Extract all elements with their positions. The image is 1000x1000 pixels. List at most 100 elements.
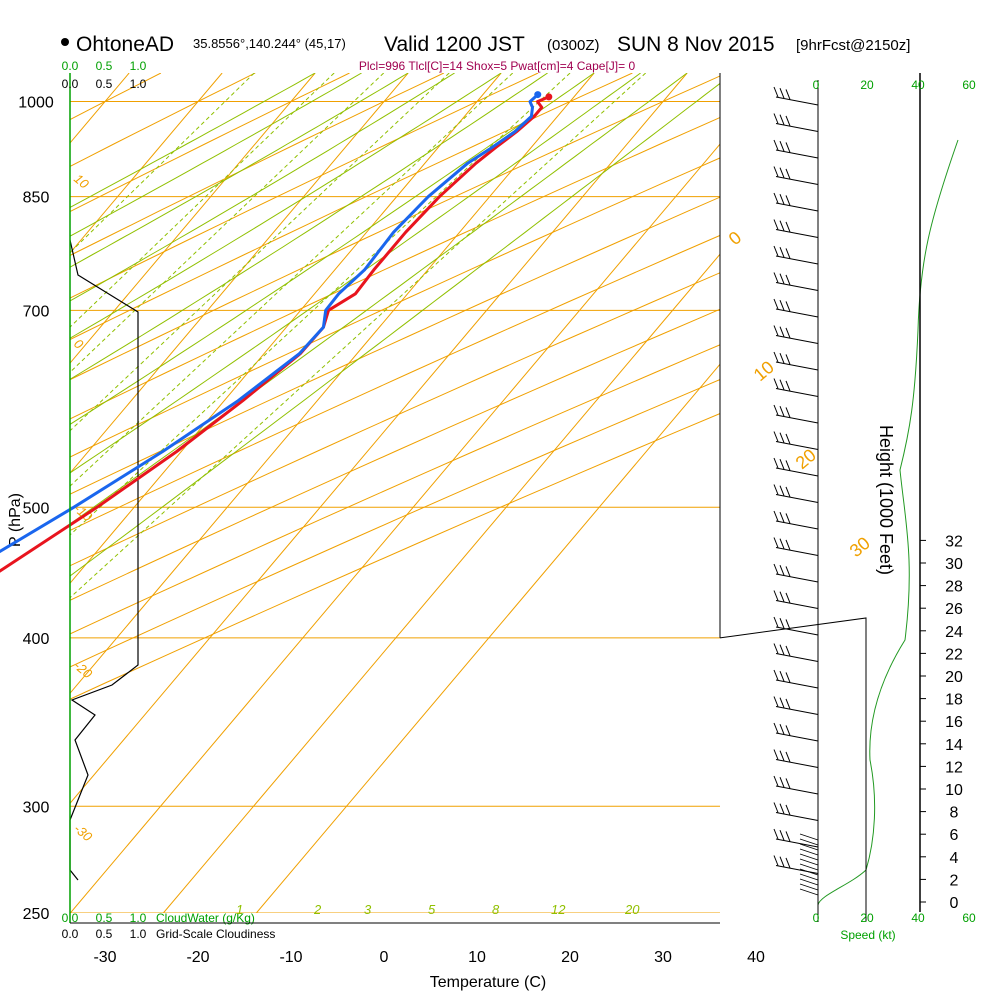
wind-barb-flag (779, 432, 785, 443)
wind-barb-flag (773, 192, 779, 204)
wind-barb-flag (773, 272, 779, 283)
wind-barb-staff (775, 467, 819, 477)
wind-barb-flag (773, 298, 779, 310)
mixing-ratio-label: 8 (492, 902, 500, 917)
speed-tick-top: 20 (860, 78, 874, 92)
wind-barb-flag (779, 803, 785, 814)
wind-barb-flag (785, 221, 791, 233)
wind-barb-flag (779, 697, 785, 708)
wind-barb-low (799, 843, 819, 851)
wind-barb-staff (775, 865, 819, 874)
wind-barb-flag (779, 830, 785, 841)
wind-barb-flag (779, 565, 785, 576)
wind-barb-flag (785, 672, 791, 683)
wind-barb-flag (773, 86, 779, 98)
wind-barb-low (799, 853, 819, 861)
isotherm-line (70, 73, 316, 364)
moist-adiabat (70, 73, 688, 525)
wind-barb-flag (779, 88, 785, 99)
wind-barb-low (799, 858, 819, 866)
wind-barb-staff (775, 732, 819, 742)
isotherm-label: 30 (846, 533, 874, 561)
dry-adiabat (70, 308, 720, 601)
wind-barb-flag (785, 380, 791, 392)
isotherm-line (70, 73, 595, 695)
wind-barb-low (799, 888, 819, 896)
height-tick-label: 24 (945, 624, 963, 641)
height-tick-label: 28 (945, 579, 963, 596)
cloudiness-tick-top: 0.0 (62, 77, 79, 91)
stability-indices: Plcl=996 Tlcl[C]=14 Shox=5 Pwat[cm]=4 Ca… (359, 59, 636, 73)
y-tick-label: 1000 (18, 95, 54, 112)
dry-adiabat (70, 73, 633, 341)
wind-barb (773, 298, 819, 318)
wind-barb (773, 351, 819, 371)
wind-barb-flag (779, 459, 785, 470)
wind-barb (773, 722, 819, 742)
wind-barb-flag (785, 301, 791, 312)
speed-axis-label: Speed (kt) (840, 928, 895, 942)
dry-adiabat (70, 196, 720, 495)
axes: -30 -20 -10 0 10 20 30 402503004005007008501000… (18, 59, 976, 966)
dry-adiabat-label: 10 (71, 171, 92, 192)
height-axis-label: Height (1000 Feet) (876, 425, 896, 575)
dry-adiabat (70, 344, 720, 635)
wind-barb (773, 802, 819, 821)
wind-barb-flag (779, 273, 785, 284)
wind-barb-flag (779, 326, 785, 337)
wind-barb-flag (785, 513, 791, 524)
height-tick-label: 8 (950, 805, 959, 822)
moist-adiabat (70, 73, 362, 237)
height-tick-label: 26 (945, 601, 963, 618)
wind-barb-flag (779, 220, 785, 231)
wind-barb-flag (785, 274, 791, 286)
moist-adiabat (70, 73, 409, 268)
x-tick-label: 10 (468, 949, 486, 966)
cloudiness-tick-bottom: 1.0 (130, 927, 147, 941)
wind-barb-flag (773, 643, 779, 654)
wind-barb (773, 563, 819, 583)
dry-adiabat (70, 157, 720, 458)
wind-barb-flag (773, 484, 779, 495)
wind-barb-flag (773, 749, 779, 760)
wind-barb-staff (775, 706, 819, 715)
wind-barb-flag (773, 563, 779, 575)
wind-barb-staff (775, 785, 819, 795)
moist-adiabat (70, 73, 548, 380)
wind-barb-staff (775, 149, 819, 159)
cloudwater-label: CloudWater (g/Kg) (156, 911, 255, 925)
wind-barb-staff (775, 812, 819, 821)
wind-barb-staff (775, 335, 819, 344)
dry-adiabat (70, 412, 720, 700)
wind-barb (773, 245, 819, 265)
cloudwater-tick-top: 0.5 (96, 59, 113, 73)
valid-date: SUN 8 Nov 2015 (617, 33, 775, 56)
wind-barb (773, 378, 819, 397)
wind-barb (773, 510, 819, 530)
wind-barb (773, 537, 819, 556)
cloudiness-label: Grid-Scale Cloudiness (156, 927, 275, 941)
wind-barb-flag (779, 114, 785, 125)
isotherm-line (70, 73, 130, 144)
wind-barb-staff (775, 229, 819, 238)
cloudiness-panel (69, 139, 959, 906)
wind-barb-flag (779, 777, 785, 788)
wind-barbs (773, 86, 819, 896)
speed-tick-bottom: 20 (860, 911, 874, 925)
tropo-frame-line (719, 617, 867, 921)
cloudwater-tick-bottom: 1.0 (130, 911, 147, 925)
station-name: OhtoneAD (76, 33, 174, 56)
wind-barb-flag (785, 89, 791, 100)
wind-barb-staff (775, 361, 819, 371)
dry-adiabat-label: -30 (71, 821, 96, 845)
wind-barb (773, 590, 819, 609)
speed-tick-bottom: 0 (813, 911, 820, 925)
wind-barb-flag (785, 142, 791, 153)
wind-barb-flag (785, 327, 791, 339)
wind-barb (773, 139, 819, 159)
height-tick-label: 18 (945, 692, 963, 709)
height-tick-label: 10 (945, 782, 963, 799)
wind-barb-staff (775, 759, 819, 768)
wind-barb-flag (779, 194, 785, 205)
